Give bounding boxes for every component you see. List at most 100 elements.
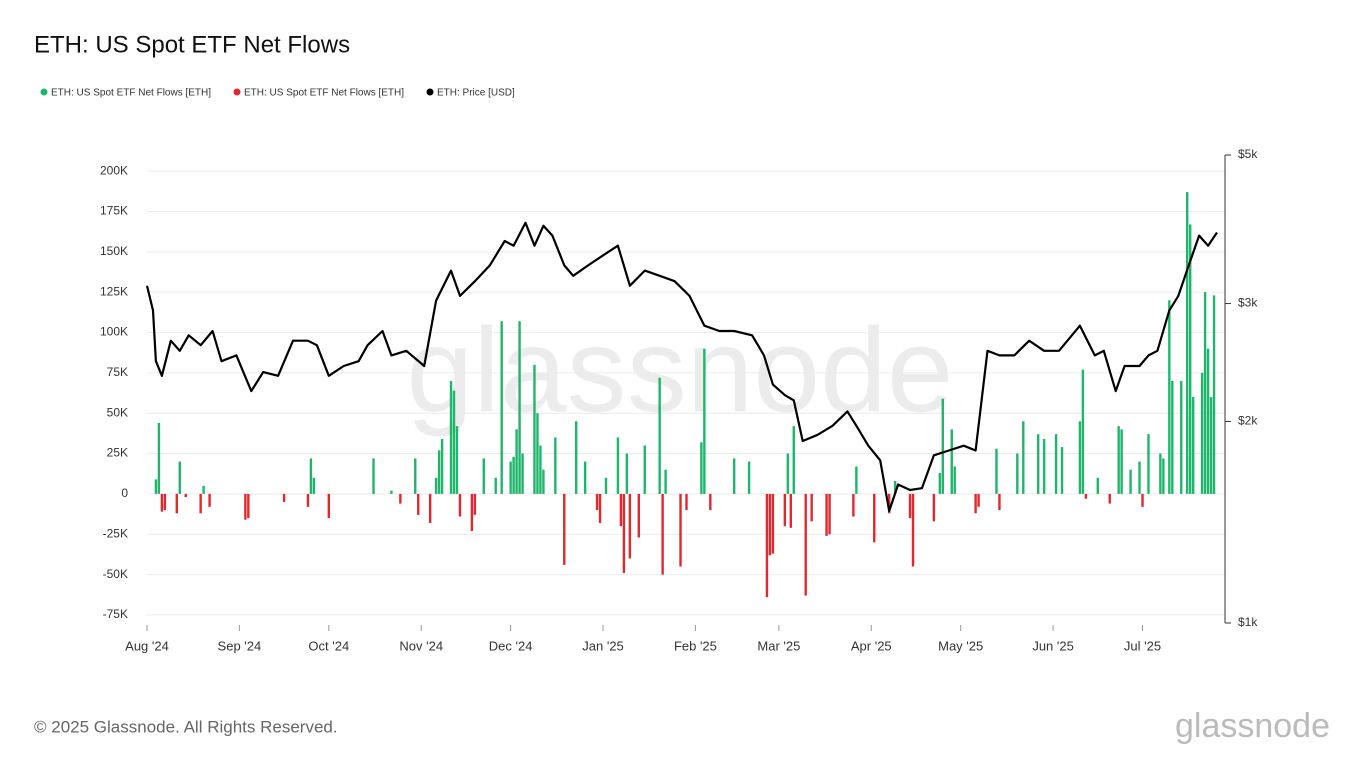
legend-label: ETH: Price [USD] <box>437 88 515 99</box>
bar <box>1036 434 1040 494</box>
y-tick-label: 125K <box>100 284 128 298</box>
bar <box>434 477 438 494</box>
bar <box>637 493 640 538</box>
bar <box>893 480 897 494</box>
bar <box>575 421 578 494</box>
bar <box>1054 434 1058 494</box>
y-tick-label: 75K <box>107 365 128 379</box>
bar <box>199 493 202 514</box>
bar <box>628 493 632 559</box>
bar <box>1120 429 1123 494</box>
bar <box>518 321 521 494</box>
bar <box>482 458 486 494</box>
bar <box>1200 372 1204 494</box>
bar <box>1022 421 1025 494</box>
bar <box>953 466 956 494</box>
bar <box>1060 447 1064 494</box>
y-tick-label: 50K <box>107 405 128 419</box>
y-tick-label: -75K <box>103 607 128 621</box>
bar <box>208 493 211 507</box>
bar <box>1159 453 1162 494</box>
x-tick-label: Dec '24 <box>489 638 533 653</box>
x-tick-label: Jul '25 <box>1124 638 1161 653</box>
bar <box>202 485 205 494</box>
bar <box>595 493 599 511</box>
x-tick-label: Mar '25 <box>757 638 800 653</box>
bar <box>664 469 667 494</box>
bar <box>873 493 876 543</box>
bar <box>458 493 462 517</box>
bar <box>583 461 587 494</box>
bar <box>470 493 474 532</box>
bar <box>771 493 775 554</box>
x-tick-label: Jan '25 <box>582 638 624 653</box>
bar <box>658 377 661 494</box>
bar <box>509 461 512 494</box>
legend-marker <box>426 88 434 96</box>
bar <box>1203 292 1207 494</box>
bar <box>1016 453 1019 494</box>
bar <box>625 453 629 494</box>
bar <box>619 493 623 527</box>
bar <box>542 469 545 494</box>
bar <box>247 493 250 519</box>
bar <box>512 456 515 494</box>
watermark: glassnode <box>406 304 953 438</box>
bar <box>685 493 688 511</box>
bar <box>938 472 942 494</box>
bar <box>327 493 331 519</box>
bar <box>804 493 807 596</box>
bar <box>554 437 557 494</box>
legend-label: ETH: US Spot ETF Net Flows [ETH] <box>244 88 404 99</box>
bar <box>855 466 858 494</box>
bar <box>732 458 736 494</box>
bar <box>1078 421 1082 494</box>
bar <box>175 493 179 514</box>
y-tick-label: -50K <box>103 567 128 581</box>
bar <box>1108 493 1111 504</box>
bar <box>622 493 626 573</box>
bar <box>160 493 164 512</box>
x-tick-label: Oct '24 <box>308 638 349 653</box>
bar <box>998 493 1001 511</box>
bar <box>1188 224 1192 494</box>
bar <box>1129 469 1132 494</box>
y2-tick-label: $2k <box>1238 414 1258 428</box>
bar <box>309 458 313 494</box>
bar <box>1042 439 1046 494</box>
bar <box>932 493 936 522</box>
y-tick-label: 175K <box>100 204 128 218</box>
bar <box>154 479 158 494</box>
bar <box>178 461 181 494</box>
y-tick-label: 0 <box>121 486 128 500</box>
y2-tick-label: $5k <box>1238 147 1258 161</box>
bar <box>789 493 792 528</box>
y-tick-label: 100K <box>100 325 128 339</box>
bar <box>1209 397 1213 494</box>
bar <box>828 493 831 535</box>
bar <box>598 493 602 523</box>
bar <box>1206 348 1210 494</box>
bar <box>372 458 375 494</box>
footer: © 2025 Glassnode. All Rights Reserved. <box>34 717 338 736</box>
bar <box>1081 369 1085 494</box>
bar <box>1186 192 1189 494</box>
bar <box>887 493 891 514</box>
bar <box>494 477 497 494</box>
bar <box>500 321 503 494</box>
bar <box>306 493 310 507</box>
bar <box>163 493 167 511</box>
bar <box>428 493 432 523</box>
bar <box>768 493 772 556</box>
bar <box>563 493 566 565</box>
x-tick-label: Nov '24 <box>399 638 443 653</box>
y-tick-label: 200K <box>100 163 128 177</box>
bar <box>643 445 646 494</box>
bar <box>941 398 945 494</box>
legend-marker <box>233 88 241 96</box>
y2-tick-label: $1k <box>1238 615 1258 629</box>
bar <box>1191 397 1195 494</box>
y-tick-label: -25K <box>103 526 128 540</box>
bar <box>184 493 187 498</box>
